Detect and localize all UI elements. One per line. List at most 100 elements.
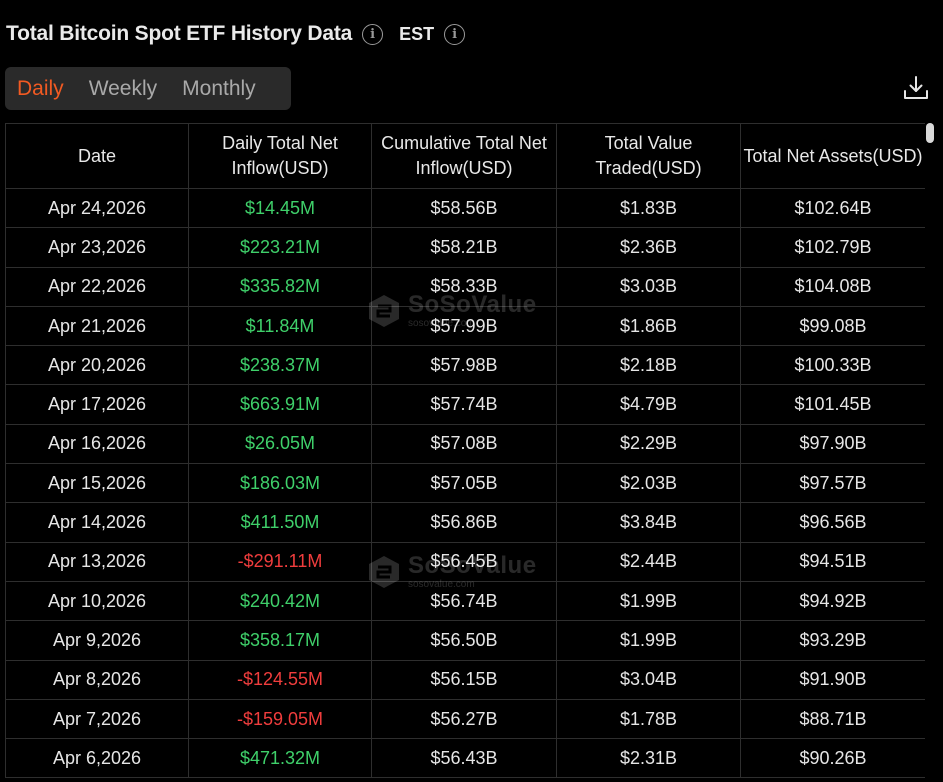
cell-value-traded: $2.31B (556, 738, 741, 779)
cell-daily-inflow: -$124.55M (188, 659, 372, 700)
cell-daily-inflow: -$291.11M (188, 541, 372, 582)
table-row: Apr 10,2026 $240.42M $56.74B $1.99B $94.92B (5, 580, 925, 622)
table-row: Apr 13,2026 -$291.11M $56.45B $2.44B $94.51B (5, 541, 925, 582)
table-scrollbar[interactable] (925, 123, 936, 782)
table-row: Apr 16,2026 $26.05M $57.08B $2.29B $97.90B (5, 423, 925, 465)
cell-value-traded: $2.03B (556, 463, 741, 504)
download-icon[interactable] (902, 74, 930, 102)
table-row: Apr 14,2026 $411.50M $56.86B $3.84B $96.56B (5, 502, 925, 543)
cell-cumulative-inflow: $56.43B (371, 738, 557, 779)
cell-daily-inflow: $238.37M (188, 345, 372, 386)
cell-date: Apr 22,2026 (5, 266, 189, 307)
cell-date: Apr 15,2026 (5, 463, 189, 504)
cell-net-assets: $101.45B (740, 384, 925, 425)
cell-value-traded: $4.79B (556, 384, 741, 425)
period-tabs: Daily Weekly Monthly (5, 67, 291, 110)
cell-value-traded: $3.04B (556, 659, 741, 700)
cell-daily-inflow: $26.05M (188, 423, 372, 465)
cell-date: Apr 14,2026 (5, 502, 189, 543)
cell-date: Apr 21,2026 (5, 305, 189, 347)
cell-net-assets: $99.08B (740, 305, 925, 347)
cell-date: Apr 6,2026 (5, 738, 189, 779)
cell-value-traded: $2.36B (556, 227, 741, 268)
column-header-cumulative-inflow[interactable]: Cumulative Total Net Inflow(USD) (371, 123, 557, 189)
cell-cumulative-inflow: $58.56B (371, 187, 557, 229)
cell-daily-inflow: $240.42M (188, 580, 372, 622)
table-row: Apr 6,2026 $471.32M $56.43B $2.31B $90.26B (5, 738, 925, 779)
info-icon[interactable]: i (362, 23, 384, 45)
cell-value-traded: $1.83B (556, 187, 741, 229)
cell-daily-inflow: $471.32M (188, 738, 372, 779)
cell-value-traded: $2.29B (556, 423, 741, 465)
cell-cumulative-inflow: $57.99B (371, 305, 557, 347)
cell-daily-inflow: $411.50M (188, 502, 372, 543)
column-header-value-traded[interactable]: Total Value Traded(USD) (556, 123, 741, 189)
cell-net-assets: $102.64B (740, 187, 925, 229)
cell-value-traded: $1.99B (556, 580, 741, 622)
cell-cumulative-inflow: $56.45B (371, 541, 557, 582)
cell-date: Apr 13,2026 (5, 541, 189, 582)
cell-net-assets: $96.56B (740, 502, 925, 543)
cell-date: Apr 23,2026 (5, 227, 189, 268)
cell-net-assets: $102.79B (740, 227, 925, 268)
timezone-info-icon[interactable]: i (444, 23, 466, 45)
table-row: Apr 21,2026 $11.84M $57.99B $1.86B $99.08B (5, 305, 925, 347)
cell-value-traded: $3.03B (556, 266, 741, 307)
cell-date: Apr 9,2026 (5, 620, 189, 661)
cell-net-assets: $100.33B (740, 345, 925, 386)
tab-daily[interactable]: Daily (17, 76, 64, 100)
cell-date: Apr 8,2026 (5, 659, 189, 700)
table-row: Apr 20,2026 $238.37M $57.98B $2.18B $100.33B (5, 345, 925, 386)
column-header-net-assets[interactable]: Total Net Assets(USD) (740, 123, 925, 189)
cell-date: Apr 20,2026 (5, 345, 189, 386)
tab-weekly[interactable]: Weekly (88, 76, 158, 100)
cell-daily-inflow: $223.21M (188, 227, 372, 268)
cell-net-assets: $104.08B (740, 266, 925, 307)
cell-cumulative-inflow: $57.08B (371, 423, 557, 465)
cell-daily-inflow: $663.91M (188, 384, 372, 425)
cell-daily-inflow: $358.17M (188, 620, 372, 661)
header: Total Bitcoin Spot ETF History Data i ES… (6, 18, 466, 50)
table-row: Apr 22,2026 $335.82M $58.33B $3.03B $104.08B (5, 266, 925, 307)
cell-value-traded: $1.78B (556, 698, 741, 740)
column-header-daily-inflow[interactable]: Daily Total Net Inflow(USD) (188, 123, 372, 189)
table-row: Apr 8,2026 -$124.55M $56.15B $3.04B $91.90B (5, 659, 925, 700)
cell-net-assets: $97.90B (740, 423, 925, 465)
cell-value-traded: $3.84B (556, 502, 741, 543)
cell-value-traded: $1.86B (556, 305, 741, 347)
cell-net-assets: $94.51B (740, 541, 925, 582)
cell-cumulative-inflow: $56.86B (371, 502, 557, 543)
cell-date: Apr 17,2026 (5, 384, 189, 425)
cell-net-assets: $94.92B (740, 580, 925, 622)
cell-cumulative-inflow: $57.05B (371, 463, 557, 504)
cell-net-assets: $90.26B (740, 738, 925, 779)
cell-value-traded: $2.44B (556, 541, 741, 582)
cell-value-traded: $1.99B (556, 620, 741, 661)
cell-net-assets: $97.57B (740, 463, 925, 504)
cell-daily-inflow: $11.84M (188, 305, 372, 347)
cell-date: Apr 7,2026 (5, 698, 189, 740)
cell-daily-inflow: $14.45M (188, 187, 372, 229)
cell-cumulative-inflow: $56.50B (371, 620, 557, 661)
cell-cumulative-inflow: $56.74B (371, 580, 557, 622)
table-row: Apr 15,2026 $186.03M $57.05B $2.03B $97.57B (5, 463, 925, 504)
page-title: Total Bitcoin Spot ETF History Data (6, 22, 353, 45)
scrollbar-thumb[interactable] (926, 123, 934, 143)
etf-history-table: Date Daily Total Net Inflow(USD) Cumulat… (5, 123, 925, 782)
cell-cumulative-inflow: $57.98B (371, 345, 557, 386)
tab-monthly[interactable]: Monthly (182, 76, 256, 100)
cell-date: Apr 16,2026 (5, 423, 189, 465)
cell-cumulative-inflow: $58.21B (371, 227, 557, 268)
cell-net-assets: $91.90B (740, 659, 925, 700)
cell-cumulative-inflow: $56.15B (371, 659, 557, 700)
cell-date: Apr 10,2026 (5, 580, 189, 622)
table-row: Apr 17,2026 $663.91M $57.74B $4.79B $101.45B (5, 384, 925, 425)
table-header-row: Date Daily Total Net Inflow(USD) Cumulat… (5, 123, 925, 189)
cell-date: Apr 24,2026 (5, 187, 189, 229)
cell-net-assets: $93.29B (740, 620, 925, 661)
column-header-date[interactable]: Date (5, 123, 189, 189)
table-row: Apr 9,2026 $358.17M $56.50B $1.99B $93.29B (5, 620, 925, 661)
cell-cumulative-inflow: $56.27B (371, 698, 557, 740)
timezone-label: EST (399, 23, 435, 44)
table-row: Apr 24,2026 $14.45M $58.56B $1.83B $102.64B (5, 187, 925, 229)
